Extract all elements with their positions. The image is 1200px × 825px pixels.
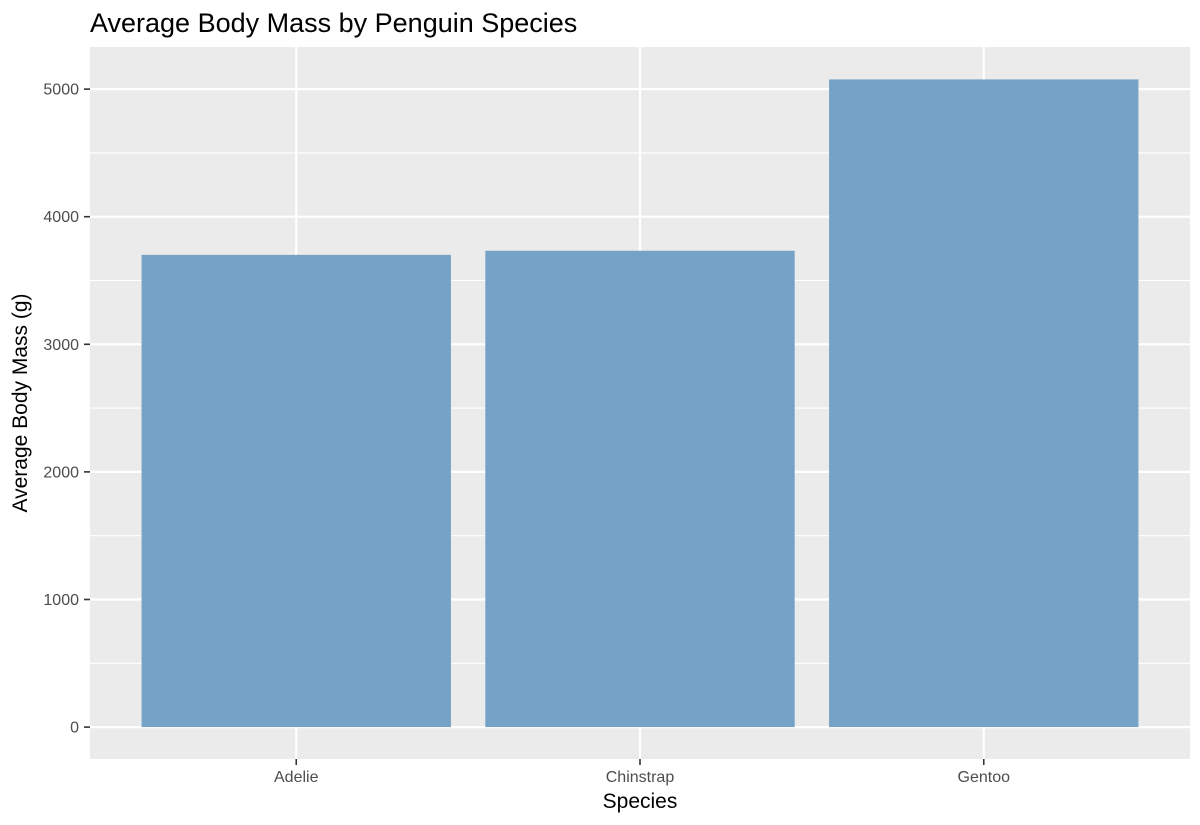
- x-axis-title: Species: [603, 790, 678, 813]
- bar-gentoo: [829, 79, 1139, 728]
- x-tick-label: Adelie: [274, 769, 319, 786]
- chart-title: Average Body Mass by Penguin Species: [90, 8, 577, 38]
- y-tick-label: 3000: [43, 337, 79, 354]
- bars: [141, 79, 1139, 728]
- y-tick-label: 5000: [43, 82, 79, 99]
- y-tick-label: 1000: [43, 592, 79, 609]
- y-axis: 0 1000 2000 3000 4000 5000: [43, 82, 90, 737]
- bar-adelie: [141, 254, 451, 728]
- x-axis: Adelie Chinstrap Gentoo: [274, 759, 1010, 786]
- x-tick-label: Chinstrap: [606, 769, 675, 786]
- y-tick-label: 2000: [43, 464, 79, 481]
- y-tick-label: 4000: [43, 209, 79, 226]
- bar-chinstrap: [485, 250, 795, 728]
- x-tick-label: Gentoo: [958, 769, 1011, 786]
- y-axis-title: Average Body Mass (g): [9, 293, 32, 512]
- y-tick-label: 0: [70, 720, 79, 737]
